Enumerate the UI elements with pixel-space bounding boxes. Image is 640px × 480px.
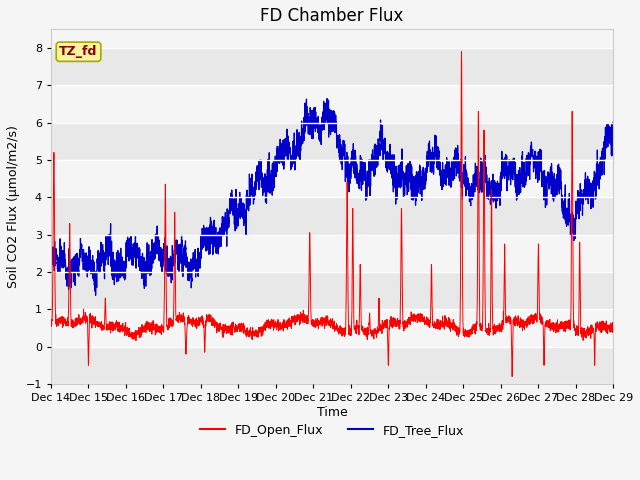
FD_Tree_Flux <box>387 164 395 170</box>
FD_Tree_Flux <box>168 273 175 278</box>
Legend: FD_Open_Flux, FD_Tree_Flux: FD_Open_Flux, FD_Tree_Flux <box>195 419 470 442</box>
Bar <box>51 48 613 85</box>
FD_Open_Flux <box>204 315 212 321</box>
Bar <box>51 235 613 272</box>
FD_Open_Flux <box>387 324 395 329</box>
FD_Open_Flux <box>508 373 516 379</box>
FD_Open_Flux <box>397 260 404 266</box>
Bar <box>51 160 613 197</box>
Bar <box>51 272 613 309</box>
FD_Tree_Flux <box>92 292 99 298</box>
Y-axis label: Soil CO2 Flux (μmol/m2/s): Soil CO2 Flux (μmol/m2/s) <box>7 125 20 288</box>
FD_Open_Flux <box>47 322 55 328</box>
FD_Open_Flux <box>556 320 564 326</box>
FD_Open_Flux <box>609 326 617 332</box>
Line: FD_Tree_Flux: FD_Tree_Flux <box>51 99 613 295</box>
Text: TZ_fd: TZ_fd <box>60 45 98 58</box>
FD_Open_Flux <box>168 322 175 327</box>
X-axis label: Time: Time <box>317 406 348 419</box>
FD_Open_Flux <box>609 324 617 330</box>
Bar <box>51 85 613 122</box>
Bar <box>51 347 613 384</box>
FD_Tree_Flux <box>47 268 55 274</box>
Line: FD_Open_Flux: FD_Open_Flux <box>51 52 613 376</box>
FD_Tree_Flux <box>204 242 212 248</box>
Title: FD Chamber Flux: FD Chamber Flux <box>260 7 404 25</box>
FD_Tree_Flux <box>556 172 564 178</box>
FD_Tree_Flux <box>397 177 405 183</box>
FD_Tree_Flux <box>609 142 617 148</box>
Bar <box>51 197 613 235</box>
Bar <box>51 309 613 347</box>
FD_Tree_Flux <box>609 119 617 125</box>
Bar <box>51 122 613 160</box>
FD_Open_Flux <box>458 49 465 55</box>
FD_Tree_Flux <box>323 96 331 102</box>
